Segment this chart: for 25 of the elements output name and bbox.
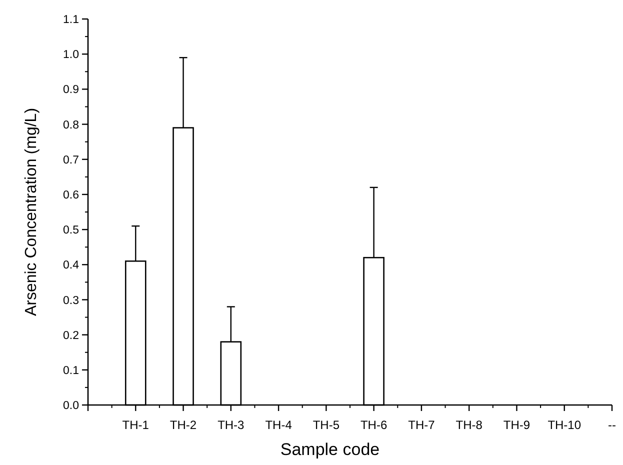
x-tick-label: TH-3 xyxy=(218,418,245,432)
y-tick-label: 0.0 xyxy=(63,400,79,412)
y-tick-label: 0.2 xyxy=(63,330,79,342)
x-tick-label: TH-5 xyxy=(312,418,340,432)
x-tick-label: TH-9 xyxy=(503,418,530,432)
y-tick-label: 0.4 xyxy=(63,260,80,272)
y-tick-label: 0.6 xyxy=(63,189,79,202)
x-tick-label: TH-10 xyxy=(548,418,582,432)
y-tick-label: 0.1 xyxy=(63,364,79,377)
y-tick-label: 0.3 xyxy=(63,294,79,307)
x-tick-label: -- xyxy=(608,418,616,432)
y-tick-label: 1.1 xyxy=(63,14,79,26)
y-tick-label: 0.7 xyxy=(63,154,79,166)
y-axis-title: Arsenic Concentration (mg/L) xyxy=(23,108,40,316)
x-tick-label: TH-2 xyxy=(170,418,197,432)
x-tick-label: TH-1 xyxy=(122,418,150,432)
x-tick-label: TH-8 xyxy=(456,418,483,432)
x-tick-label: TH-4 xyxy=(265,418,292,432)
y-tick-label: 0.5 xyxy=(63,224,79,237)
y-tick-label: 1.0 xyxy=(63,49,79,62)
y-tick-label: 0.9 xyxy=(63,84,79,96)
x-axis-title: Sample code xyxy=(280,440,380,459)
x-tick-label: TH-7 xyxy=(408,418,436,432)
y-tick-label: 0.8 xyxy=(63,119,79,132)
x-tick-label: TH-6 xyxy=(360,418,388,432)
